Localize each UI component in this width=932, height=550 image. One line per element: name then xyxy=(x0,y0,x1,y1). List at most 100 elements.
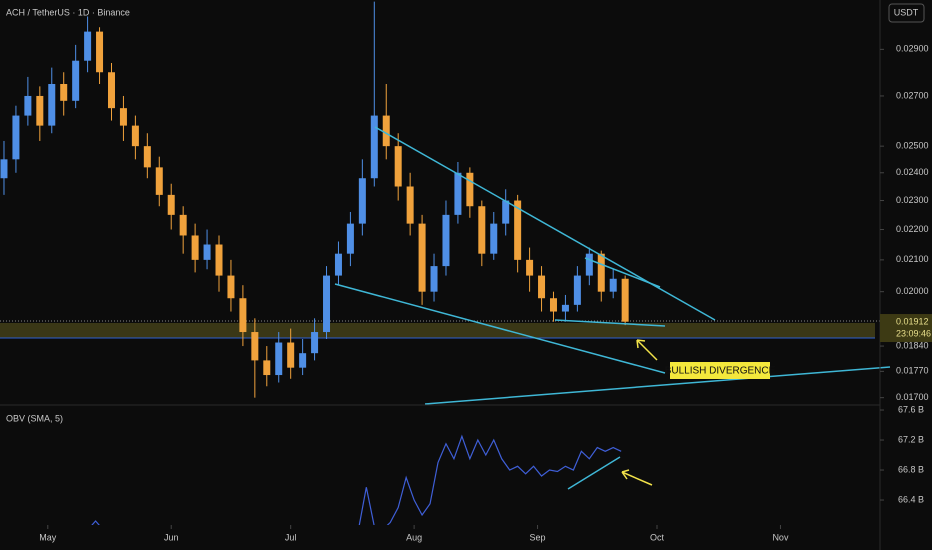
candle-body xyxy=(323,275,331,333)
candle-body xyxy=(514,200,522,260)
candle-body xyxy=(334,253,342,276)
candle-body xyxy=(36,95,44,126)
candle-body xyxy=(203,244,211,260)
x-tick-label: Aug xyxy=(406,532,422,542)
candle-body xyxy=(107,72,115,109)
annotation: BULLISH DIVERGENCE xyxy=(665,366,776,377)
candle-body xyxy=(466,172,474,207)
y-tick-label: 0.02100 xyxy=(896,254,929,264)
y-tick-label: 0.02900 xyxy=(896,44,929,54)
candle-body xyxy=(406,186,414,224)
candle-body xyxy=(84,31,92,61)
candle-body xyxy=(0,159,8,179)
candles xyxy=(0,1,629,398)
candle-body xyxy=(621,278,629,322)
candle-body xyxy=(370,115,378,179)
candle-body xyxy=(394,146,402,187)
candle-body xyxy=(490,223,498,254)
candle-body xyxy=(263,360,271,376)
axes: 0.02900 0.02700 0.02500 0.02400 0.02300 0.022… xyxy=(39,44,932,542)
candle-body xyxy=(502,200,510,224)
indicator-title: OBV (SMA, 5) xyxy=(6,413,63,423)
candle-body xyxy=(167,194,175,215)
candle-body xyxy=(239,298,247,333)
candle-body xyxy=(311,332,319,354)
candle-body xyxy=(143,146,151,168)
arrows xyxy=(621,339,658,486)
candle-body xyxy=(418,223,426,292)
candle-body xyxy=(382,115,390,147)
grid xyxy=(0,320,880,529)
candle-body xyxy=(526,259,534,276)
candle-body xyxy=(72,60,80,101)
candle-body xyxy=(430,266,438,292)
x-tick-label: May xyxy=(39,532,57,542)
annotation-box xyxy=(670,362,770,379)
trend-line xyxy=(567,456,621,490)
x-tick-label: Jul xyxy=(285,532,297,542)
candle-body xyxy=(454,172,462,215)
countdown: 23:09:46 xyxy=(896,328,931,338)
y-tick-label: 0.02200 xyxy=(896,224,929,234)
candle-body xyxy=(299,353,307,368)
arrow xyxy=(636,339,658,361)
y-tick-label: 0.01700 xyxy=(896,392,929,402)
y-tick-label: 66.8 B xyxy=(898,464,924,474)
candle-body xyxy=(585,253,593,276)
x-tick-label: Jun xyxy=(164,532,179,542)
trend-line xyxy=(374,126,716,321)
y-tick-label: 0.02700 xyxy=(896,90,929,100)
y-tick-label: 67.2 B xyxy=(898,434,924,444)
trend-line xyxy=(334,283,666,374)
candle-body xyxy=(442,214,450,267)
candle-body xyxy=(538,275,546,299)
candle-body xyxy=(24,95,32,116)
currency: USDT xyxy=(894,7,919,17)
candle-body xyxy=(191,235,199,260)
trend-line xyxy=(584,257,661,288)
y-tick-label: 0.01770 xyxy=(896,366,929,376)
last-price: 0.01912 xyxy=(896,316,929,326)
y-tick-label: 67.6 B xyxy=(898,404,924,414)
y-tick-label: 0.02000 xyxy=(896,286,929,296)
y-tick-label: 0.02400 xyxy=(896,167,929,177)
candle-body xyxy=(215,244,223,276)
y-tick-label: 0.02500 xyxy=(896,141,929,151)
candle-body xyxy=(96,31,104,73)
chart-title: ACH / TetherUS · 1D · Binance xyxy=(6,7,130,17)
candle-body xyxy=(179,214,187,236)
candle-body xyxy=(597,253,605,292)
candle-body xyxy=(287,342,295,368)
trend-lines xyxy=(334,126,891,490)
trend-line xyxy=(554,319,666,327)
obv-panel xyxy=(91,434,622,525)
candle-body xyxy=(609,278,617,292)
candle-body xyxy=(573,275,581,305)
x-tick-label: Sep xyxy=(530,532,546,542)
currency-box[interactable] xyxy=(888,3,925,23)
candle-body xyxy=(549,298,557,312)
candle-body xyxy=(251,332,259,361)
arrow xyxy=(621,469,653,486)
x-tick-label: Nov xyxy=(772,532,789,542)
y-tick-label: 0.01840 xyxy=(896,340,929,350)
candle-body xyxy=(227,275,235,299)
candle-body xyxy=(275,342,283,376)
candle-body xyxy=(346,223,354,254)
candle-body xyxy=(131,125,139,147)
trend-line xyxy=(424,366,891,405)
candle-body xyxy=(358,178,366,224)
y-tick-label: 66.4 B xyxy=(898,494,924,504)
obv-line xyxy=(91,434,622,525)
y-tick-label: 0.02300 xyxy=(896,195,929,205)
support-zone xyxy=(0,323,875,338)
last-price-box xyxy=(880,314,932,343)
candle-body xyxy=(48,83,56,126)
candle-body xyxy=(155,167,163,195)
candle-body xyxy=(561,304,569,312)
candle-body xyxy=(478,206,486,254)
candle-body xyxy=(119,108,127,126)
candle-body xyxy=(60,83,68,101)
